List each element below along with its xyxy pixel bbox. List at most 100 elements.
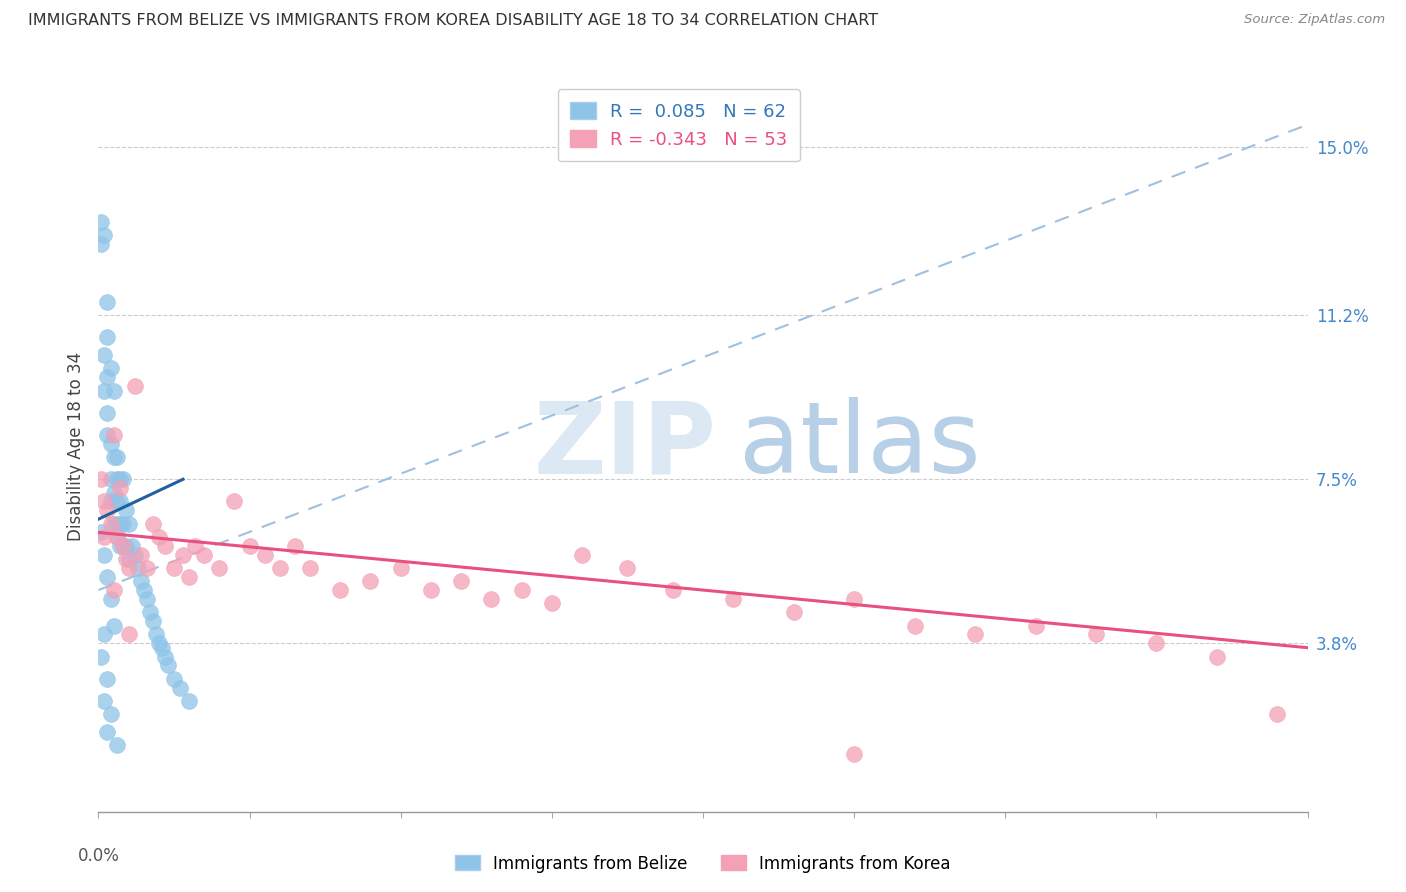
Point xyxy=(114,552,136,566)
Point xyxy=(108,481,131,495)
Point xyxy=(179,694,201,708)
Point xyxy=(129,574,152,589)
Point xyxy=(96,370,118,384)
Point xyxy=(96,570,118,584)
Point xyxy=(145,627,167,641)
Point xyxy=(150,640,173,655)
Point xyxy=(269,561,291,575)
Point xyxy=(616,561,638,575)
Point xyxy=(253,548,276,562)
Point xyxy=(111,472,134,486)
Point xyxy=(93,494,115,508)
Point xyxy=(105,494,128,508)
Point xyxy=(135,591,157,606)
Point xyxy=(96,428,118,442)
Point xyxy=(100,707,122,722)
Point xyxy=(163,672,186,686)
Point xyxy=(90,525,112,540)
Point xyxy=(299,561,322,575)
Point xyxy=(184,539,207,553)
Point xyxy=(96,503,118,517)
Legend: Immigrants from Belize, Immigrants from Korea: Immigrants from Belize, Immigrants from … xyxy=(449,848,957,880)
Point xyxy=(1267,707,1289,722)
Point xyxy=(121,539,143,553)
Point xyxy=(510,583,533,598)
Point xyxy=(103,384,125,398)
Point xyxy=(571,548,593,562)
Point xyxy=(111,539,134,553)
Point xyxy=(96,406,118,420)
Point xyxy=(93,228,115,243)
Point xyxy=(118,561,141,575)
Point xyxy=(132,583,155,598)
Point xyxy=(904,618,927,632)
Point xyxy=(90,472,112,486)
Point xyxy=(135,561,157,575)
Point xyxy=(114,539,136,553)
Point xyxy=(93,530,115,544)
Point xyxy=(156,658,179,673)
Point xyxy=(100,591,122,606)
Point xyxy=(118,552,141,566)
Point xyxy=(118,516,141,531)
Point xyxy=(96,672,118,686)
Point xyxy=(118,627,141,641)
Point xyxy=(450,574,472,589)
Point xyxy=(100,494,122,508)
Point xyxy=(723,591,745,606)
Point xyxy=(96,725,118,739)
Point xyxy=(142,614,165,628)
Point xyxy=(153,649,176,664)
Point xyxy=(1206,649,1229,664)
Point xyxy=(389,561,412,575)
Point xyxy=(129,548,152,562)
Point xyxy=(239,539,262,553)
Point xyxy=(1024,618,1046,632)
Point xyxy=(360,574,382,589)
Point xyxy=(179,570,201,584)
Point xyxy=(93,694,115,708)
Point xyxy=(420,583,443,598)
Point xyxy=(124,379,146,393)
Point xyxy=(481,591,503,606)
Point xyxy=(139,605,162,619)
Point xyxy=(105,530,128,544)
Point xyxy=(96,294,118,309)
Point xyxy=(965,627,987,641)
Point xyxy=(148,636,170,650)
Point xyxy=(103,450,125,464)
Point xyxy=(108,472,131,486)
Point xyxy=(100,437,122,451)
Point xyxy=(114,503,136,517)
Point xyxy=(108,494,131,508)
Point xyxy=(148,530,170,544)
Text: Source: ZipAtlas.com: Source: ZipAtlas.com xyxy=(1244,13,1385,27)
Point xyxy=(172,548,194,562)
Text: ZIP: ZIP xyxy=(534,398,717,494)
Point xyxy=(105,530,128,544)
Point xyxy=(193,548,215,562)
Point xyxy=(163,561,186,575)
Point xyxy=(100,361,122,376)
Text: 0.0%: 0.0% xyxy=(77,847,120,865)
Point xyxy=(93,627,115,641)
Point xyxy=(124,548,146,562)
Point xyxy=(90,215,112,229)
Point xyxy=(844,591,866,606)
Point xyxy=(783,605,806,619)
Point xyxy=(844,747,866,761)
Point xyxy=(103,428,125,442)
Point xyxy=(93,384,115,398)
Point xyxy=(284,539,307,553)
Point xyxy=(108,516,131,531)
Point xyxy=(93,548,115,562)
Point xyxy=(142,516,165,531)
Point xyxy=(1144,636,1167,650)
Point xyxy=(100,472,122,486)
Point xyxy=(108,539,131,553)
Point xyxy=(105,516,128,531)
Point xyxy=(100,516,122,531)
Text: IMMIGRANTS FROM BELIZE VS IMMIGRANTS FROM KOREA DISABILITY AGE 18 TO 34 CORRELAT: IMMIGRANTS FROM BELIZE VS IMMIGRANTS FRO… xyxy=(28,13,879,29)
Point xyxy=(105,472,128,486)
Point xyxy=(1085,627,1108,641)
